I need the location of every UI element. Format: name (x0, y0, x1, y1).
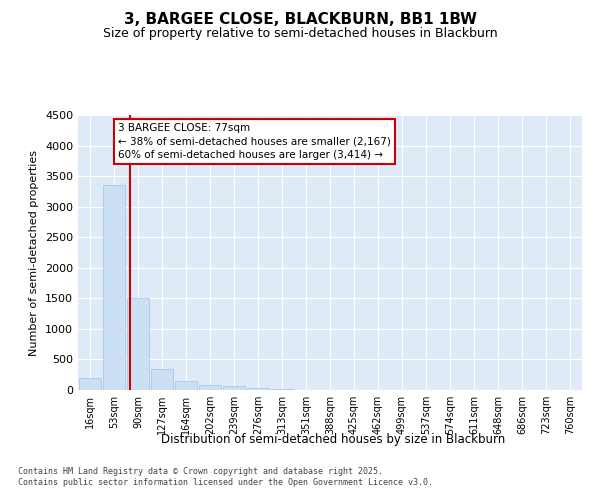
Bar (127, 298, 149, 390)
Bar (223, 386, 245, 390)
Bar (247, 388, 269, 390)
Text: 3 BARGEE CLOSE: 77sqm
← 38% of semi-detached houses are smaller (2,167)
60% of s: 3 BARGEE CLOSE: 77sqm ← 38% of semi-deta… (118, 123, 391, 160)
Bar (79, 378, 101, 390)
Text: Contains HM Land Registry data © Crown copyright and database right 2025.
Contai: Contains HM Land Registry data © Crown c… (18, 468, 433, 487)
Bar (103, 186, 125, 390)
Bar (175, 381, 197, 390)
Bar (199, 384, 221, 390)
Bar (151, 368, 173, 390)
Text: 3, BARGEE CLOSE, BLACKBURN, BB1 1BW: 3, BARGEE CLOSE, BLACKBURN, BB1 1BW (124, 12, 476, 28)
Text: Size of property relative to semi-detached houses in Blackburn: Size of property relative to semi-detach… (103, 28, 497, 40)
Text: Distribution of semi-detached houses by size in Blackburn: Distribution of semi-detached houses by … (161, 432, 505, 446)
Y-axis label: Number of semi-detached properties: Number of semi-detached properties (29, 150, 40, 356)
